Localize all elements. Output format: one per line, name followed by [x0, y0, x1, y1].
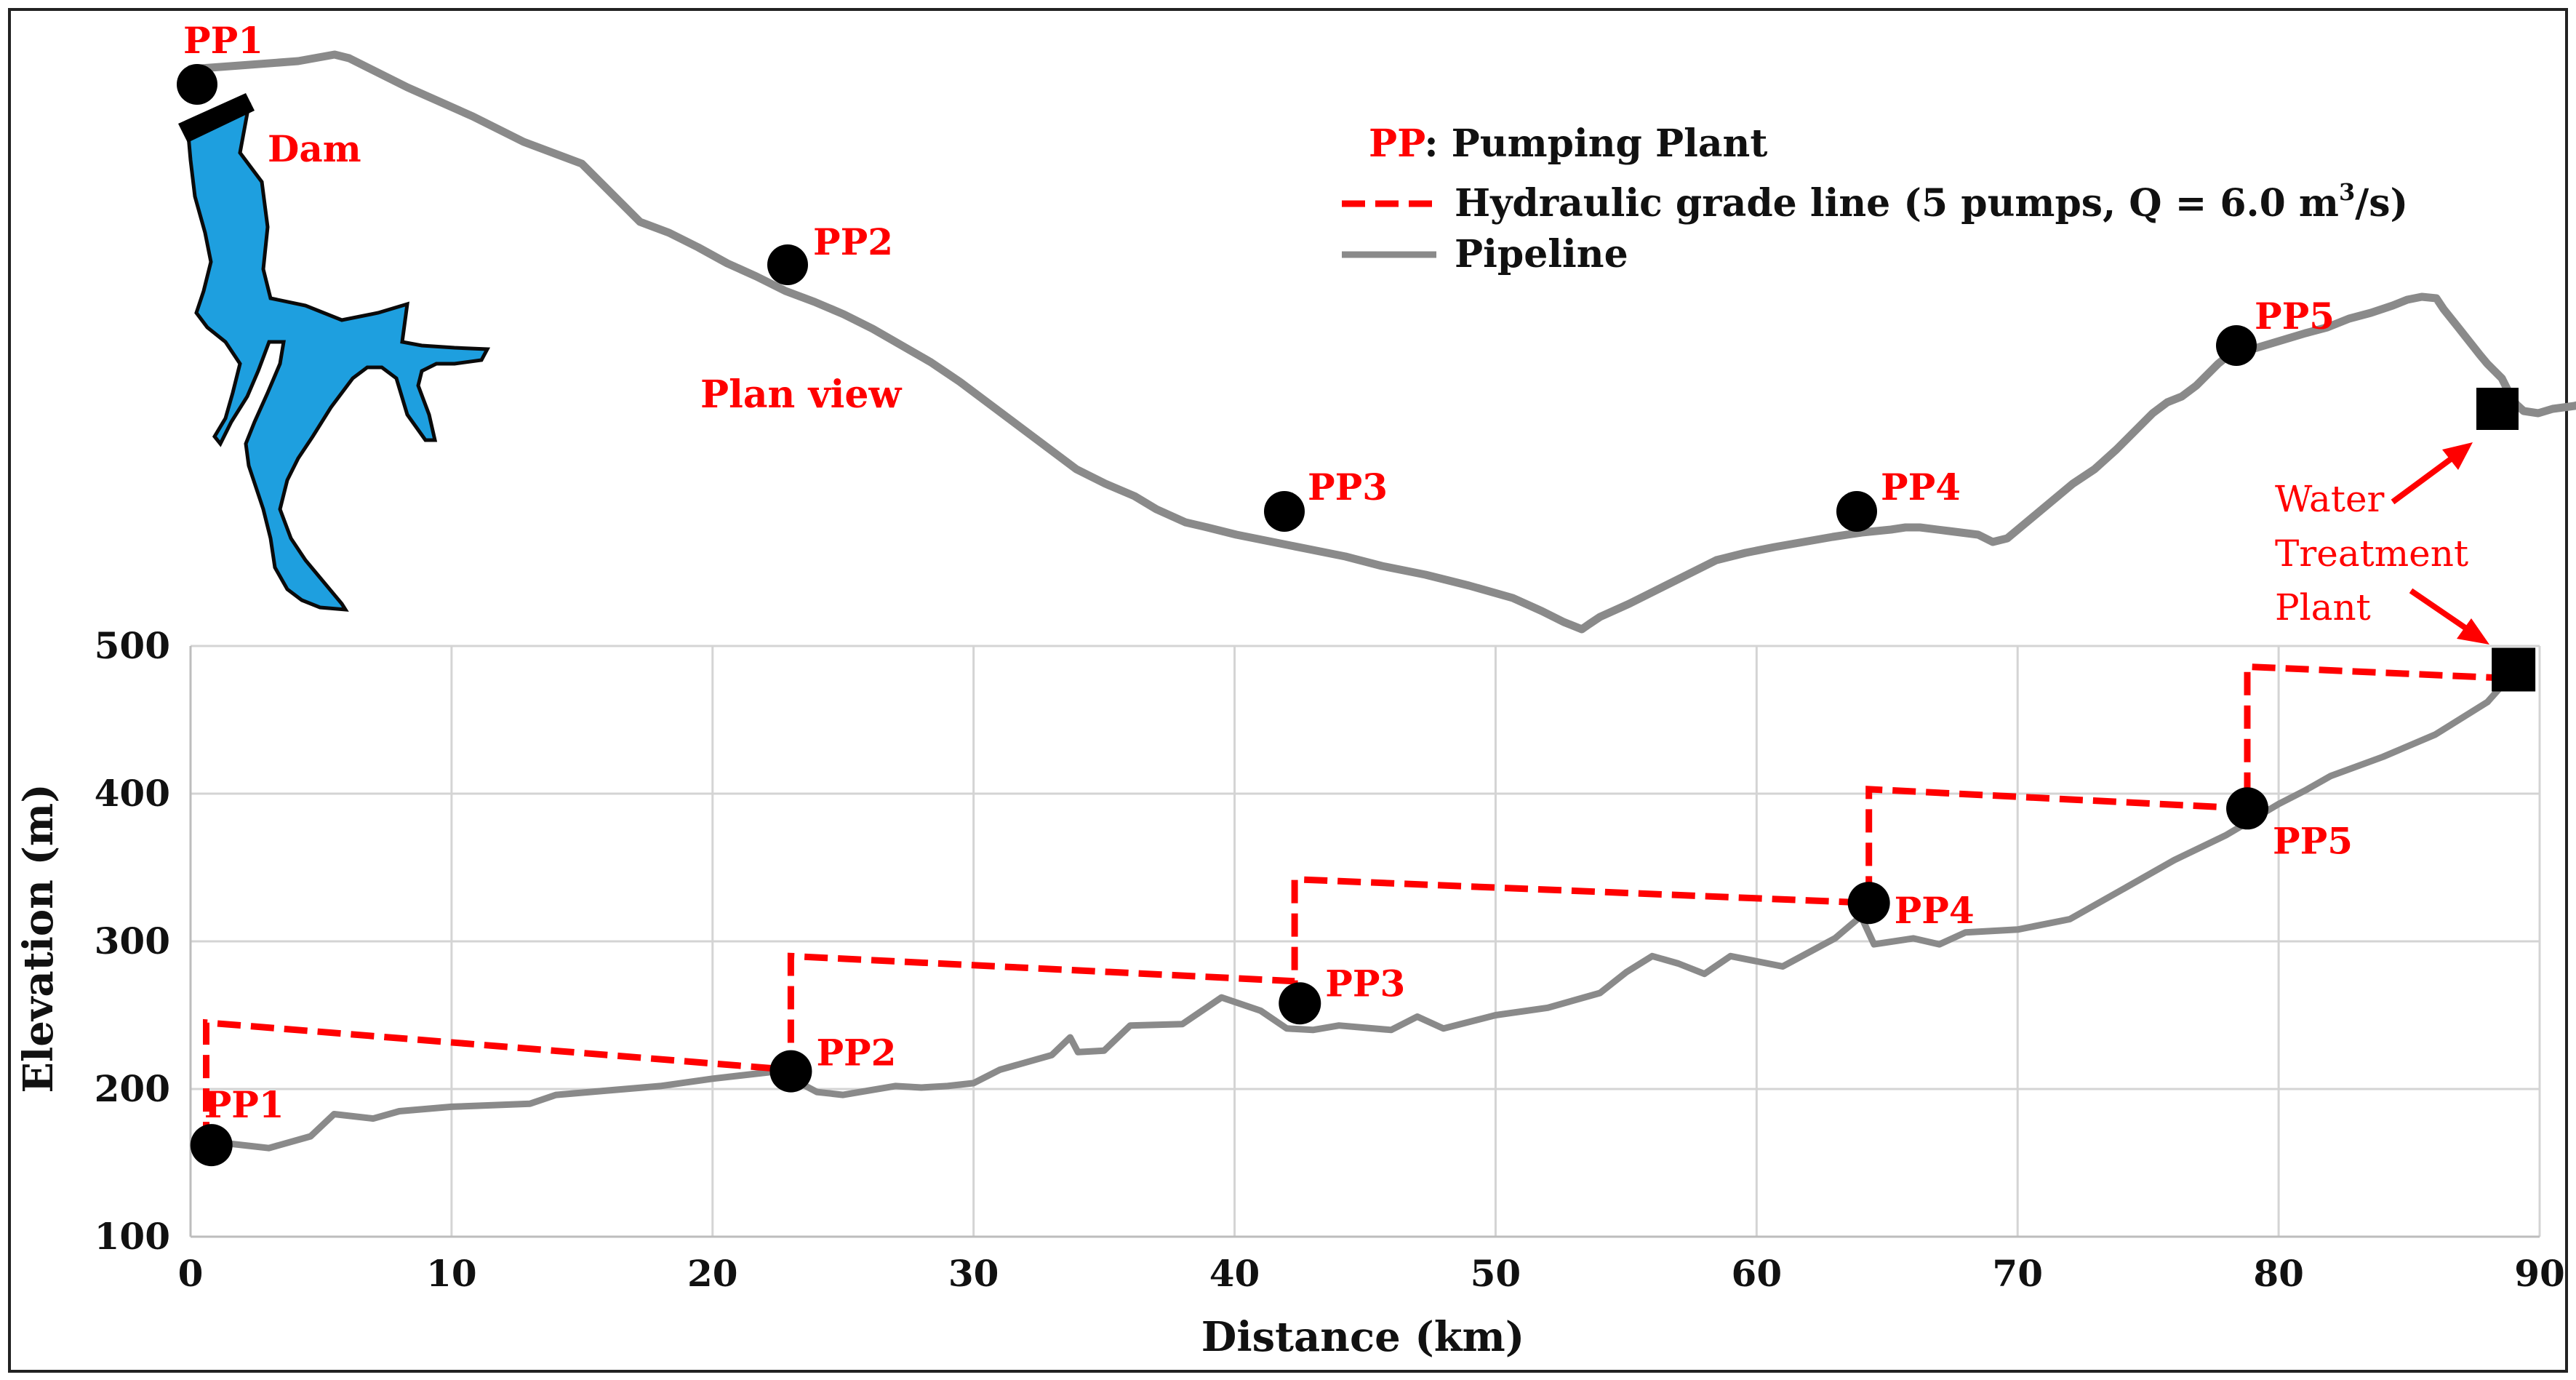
profile-wtp-marker [2492, 647, 2536, 692]
profile-pp3-label: PP3 [1325, 962, 1405, 1005]
legend-hgl-post: /s) [2355, 181, 2408, 226]
x-tick-label: 0 [178, 1252, 204, 1295]
wtp-arrow-profile [2409, 588, 2489, 645]
plan-pp3-marker [1264, 491, 1305, 532]
x-tick-label: 50 [1471, 1252, 1521, 1295]
wtp-label-line3: Plant [2275, 586, 2371, 629]
dam-label: Dam [268, 127, 361, 170]
chart-grid [189, 645, 2541, 1238]
figure-border [8, 8, 2568, 1373]
x-tick-label: 40 [1209, 1252, 1260, 1295]
plan-pp2-marker [767, 244, 808, 285]
y-tick-label: 500 [95, 624, 170, 667]
legend-pp-entry: PP: Pumping Plant [1369, 121, 1767, 166]
legend-pipeline-text: Pipeline [1455, 232, 1628, 276]
x-tick-label: 10 [426, 1252, 477, 1295]
plan-pp4-label: PP4 [1881, 466, 1961, 508]
x-tick-label: 90 [2514, 1252, 2565, 1295]
profile-pp1-marker [190, 1124, 233, 1167]
plan-pp4-marker [1836, 491, 1877, 532]
profile-pp5-marker [2226, 787, 2269, 830]
plan-pp1-marker [177, 64, 217, 105]
legend-hgl-entry: Hydraulic grade line (5 pumps, Q = 6.0 m… [1455, 178, 2408, 226]
plan-pp5-label: PP5 [2255, 295, 2335, 338]
profile-pp3-marker [1279, 982, 1321, 1025]
legend-hgl-sup: 3 [2339, 178, 2355, 206]
profile-pp4-label: PP4 [1895, 889, 1975, 932]
plan-pp5-marker [2216, 325, 2257, 366]
legend-pp-text: : Pumping Plant [1424, 121, 1767, 166]
profile-pp2-marker [769, 1050, 812, 1093]
plan-pipeline [186, 50, 2576, 634]
chart-tick-labels: 0 10 20 30 40 50 60 70 80 90 100 200 300 400 500 [95, 624, 2565, 1295]
profile-pp4-marker [1847, 882, 1890, 925]
x-tick-label: 20 [687, 1252, 738, 1295]
plan-pp3-label: PP3 [1308, 466, 1388, 508]
y-tick-label: 300 [95, 920, 170, 962]
x-tick-label: 60 [1732, 1252, 1783, 1295]
legend-hgl-text: Hydraulic grade line (5 pumps, Q = 6.0 m [1455, 181, 2339, 226]
plan-wtp-marker [2476, 388, 2519, 430]
legend-pp-abbrev: PP [1369, 121, 1425, 166]
chart-series [198, 663, 2516, 1152]
y-tick-label: 200 [95, 1067, 170, 1110]
y-axis-label: Elevation (m) [15, 783, 63, 1093]
reservoir-shape [185, 103, 491, 612]
plan-view: Dam PP1 PP2 PP3 PP4 PP5 Plan view Water … [177, 19, 2576, 645]
plan-view-label: Plan view [700, 372, 903, 417]
wtp-label-line1: Water [2275, 478, 2385, 520]
legend: PP: Pumping Plant Hydraulic grade line (… [1342, 121, 2408, 276]
x-tick-label: 70 [1992, 1252, 2043, 1295]
plan-pp1-label: PP1 [183, 19, 263, 62]
y-tick-label: 400 [95, 772, 170, 815]
pipeline-series-line [198, 670, 2516, 1152]
profile-pp2-label: PP2 [816, 1032, 896, 1074]
x-axis-label: Distance (km) [1201, 1313, 1525, 1361]
chart-markers: PP1 PP2 PP3 PP4 PP5 [190, 647, 2536, 1167]
plan-pp2-label: PP2 [813, 220, 893, 263]
wtp-label-line2: Treatment [2275, 533, 2468, 575]
dam-marker [178, 93, 255, 143]
chart-axes [189, 646, 2540, 1238]
hgl-series-line [203, 663, 2514, 1146]
x-tick-label: 80 [2253, 1252, 2304, 1295]
profile-pp5-label: PP5 [2273, 819, 2353, 862]
y-tick-label: 100 [95, 1215, 170, 1258]
profile-pp1-label: PP1 [204, 1083, 284, 1126]
wtp-arrow-plan [2391, 442, 2473, 505]
x-tick-label: 30 [948, 1252, 999, 1295]
